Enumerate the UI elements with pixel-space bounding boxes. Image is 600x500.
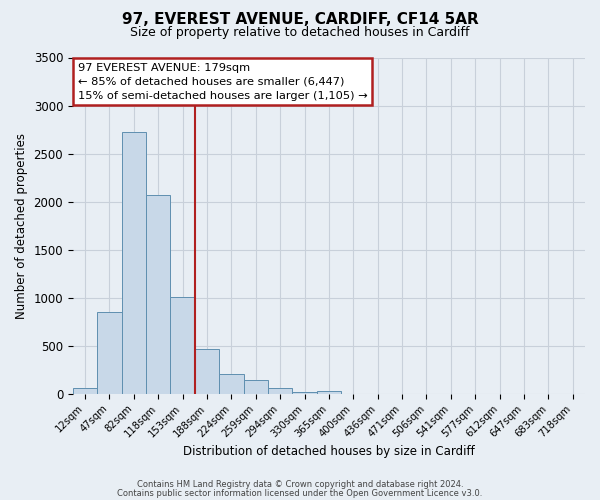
Text: Size of property relative to detached houses in Cardiff: Size of property relative to detached ho… [130, 26, 470, 39]
Text: Contains HM Land Registry data © Crown copyright and database right 2024.: Contains HM Land Registry data © Crown c… [137, 480, 463, 489]
Text: 97 EVEREST AVENUE: 179sqm
← 85% of detached houses are smaller (6,447)
15% of se: 97 EVEREST AVENUE: 179sqm ← 85% of detac… [78, 62, 368, 100]
Bar [170, 296, 195, 394]
Bar [292, 392, 317, 394]
Bar [97, 312, 122, 394]
Y-axis label: Number of detached properties: Number of detached properties [15, 132, 28, 318]
Text: 97, EVEREST AVENUE, CARDIFF, CF14 5AR: 97, EVEREST AVENUE, CARDIFF, CF14 5AR [122, 12, 478, 28]
Text: Contains public sector information licensed under the Open Government Licence v3: Contains public sector information licen… [118, 488, 482, 498]
Bar [146, 195, 170, 394]
Bar [244, 380, 268, 394]
Bar [195, 350, 219, 394]
Bar [268, 388, 292, 394]
Bar [317, 390, 341, 394]
Bar [122, 132, 146, 394]
X-axis label: Distribution of detached houses by size in Cardiff: Distribution of detached houses by size … [183, 444, 475, 458]
Bar [73, 388, 97, 394]
Bar [219, 374, 244, 394]
